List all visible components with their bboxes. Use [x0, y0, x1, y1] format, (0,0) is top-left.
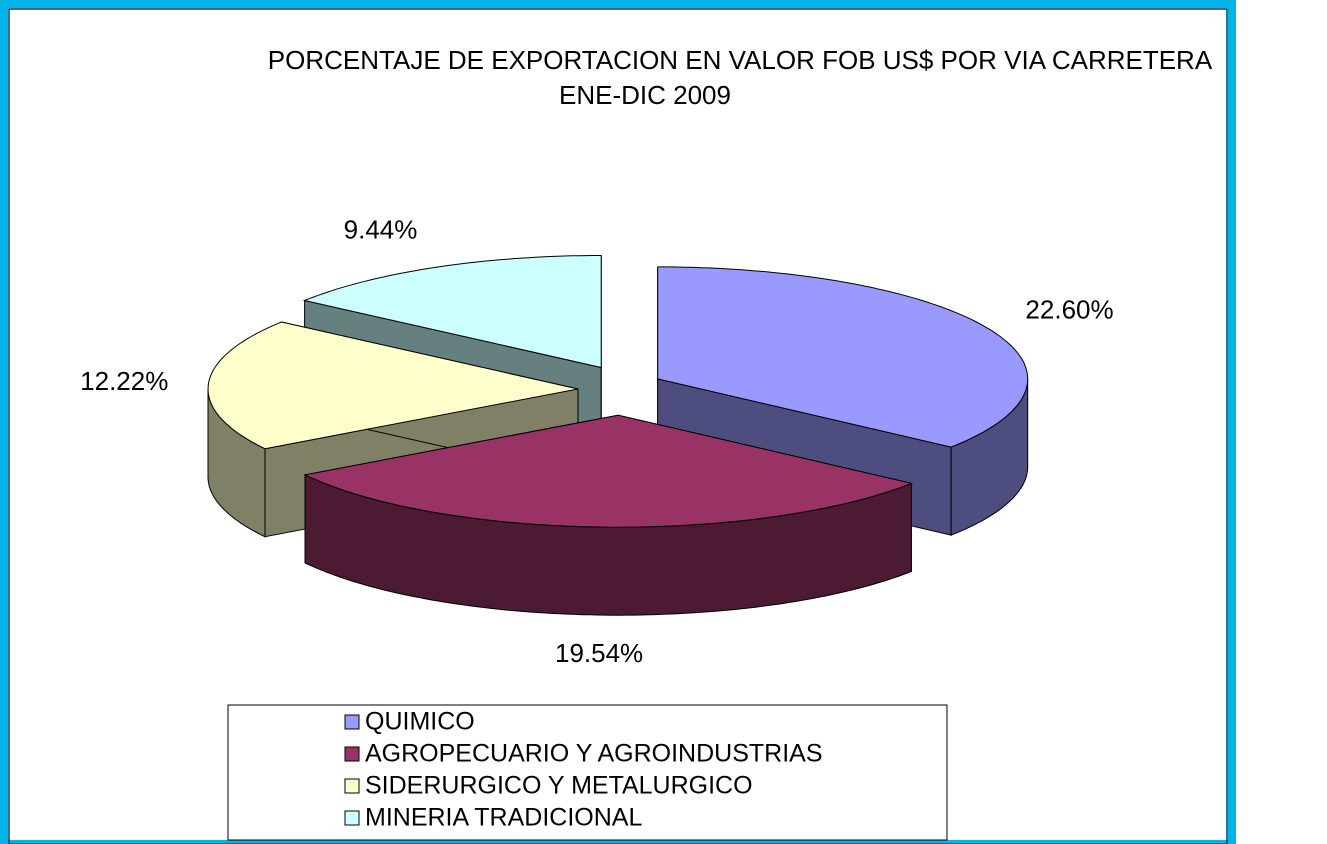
legend-swatch	[344, 746, 360, 762]
slice	[207, 321, 579, 450]
legend-label: QUIMICO	[365, 708, 475, 736]
chart-subtitle: ENE-DIC 2009	[559, 80, 731, 110]
legend-swatch	[344, 778, 360, 794]
data-label: 12.22%	[80, 366, 168, 396]
data-label: 22.60%	[1025, 295, 1113, 325]
frame-inner	[8, 8, 1228, 844]
slice-tops	[207, 255, 1029, 528]
legend-label: AGROPECUARIO Y AGROINDUSTRIAS	[365, 740, 823, 768]
legend-swatch	[344, 714, 360, 730]
legend-label: SIDERURGICO Y METALURGICO	[365, 772, 753, 800]
frame	[0, 0, 1236, 844]
legend-label: MINERIA TRADICIONAL	[365, 804, 642, 832]
chart-title: PORCENTAJE DE EXPORTACION EN VALOR FOB U…	[268, 45, 1213, 75]
legend-swatch	[344, 810, 360, 826]
data-label: 9.44%	[344, 214, 418, 244]
slice	[302, 255, 602, 369]
slice	[303, 414, 914, 528]
data-label: 19.54%	[555, 638, 643, 668]
slice	[657, 266, 1029, 448]
